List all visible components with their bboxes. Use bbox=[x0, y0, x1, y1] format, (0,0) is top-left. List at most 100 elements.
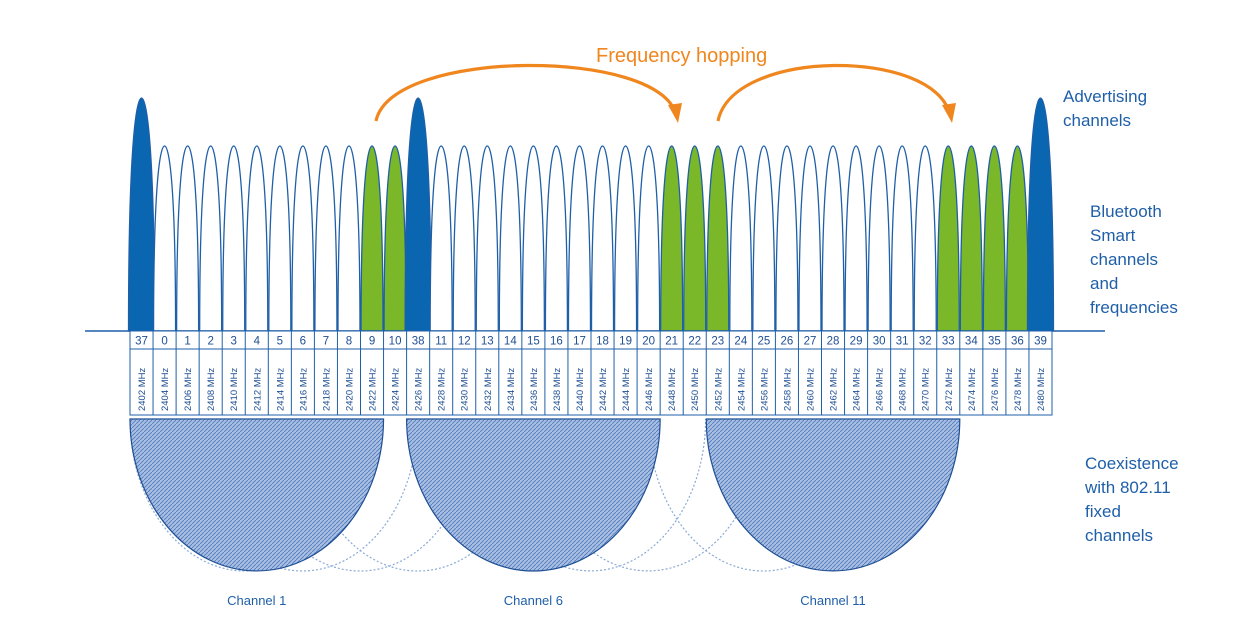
channel-number: 21 bbox=[665, 336, 678, 348]
channel-number: 9 bbox=[369, 336, 375, 348]
channel-number: 23 bbox=[711, 336, 724, 348]
bluetooth-smart-label: Bluetooth Smart channels and frequencies bbox=[1090, 202, 1178, 317]
channel-number: 10 bbox=[389, 336, 402, 348]
channel-frequency: 2426 MHz bbox=[414, 367, 425, 411]
data-channel-peak bbox=[729, 145, 753, 332]
channel-frequency: 2430 MHz bbox=[460, 367, 471, 411]
hopping-channel-peak bbox=[360, 145, 384, 332]
data-channel-peak bbox=[268, 145, 292, 332]
data-channel-peak bbox=[913, 145, 937, 332]
channel-frequency: 2434 MHz bbox=[506, 367, 517, 411]
data-channel-peak bbox=[890, 145, 914, 332]
data-channel-peak bbox=[798, 145, 822, 332]
wifi-channel-layer bbox=[129, 418, 961, 572]
bluetooth-peaks-layer bbox=[85, 97, 1105, 332]
channel-frequency: 2472 MHz bbox=[944, 367, 955, 411]
wifi-fixed-channel-3 bbox=[705, 418, 961, 572]
hopping-channel-peak bbox=[706, 145, 730, 332]
wifi-channel-label: Channel 11 bbox=[800, 593, 866, 608]
data-channel-peak bbox=[337, 145, 361, 332]
channel-number: 31 bbox=[896, 336, 909, 348]
data-channel-peak bbox=[245, 145, 269, 332]
channel-number: 11 bbox=[435, 336, 447, 348]
channel-frequency: 2440 MHz bbox=[575, 367, 586, 411]
channel-frequency: 2448 MHz bbox=[667, 367, 678, 411]
hopping-channel-peak bbox=[1005, 145, 1030, 332]
channel-frequency: 2404 MHz bbox=[160, 367, 171, 411]
hopping-channel-peak bbox=[660, 145, 684, 332]
data-channel-peak bbox=[199, 145, 223, 332]
wifi-fixed-channel-1 bbox=[129, 418, 385, 572]
data-channel-peak bbox=[452, 145, 476, 332]
channel-number: 14 bbox=[504, 336, 517, 348]
channel-number: 36 bbox=[1011, 336, 1024, 348]
channel-frequency: 2424 MHz bbox=[391, 367, 402, 411]
channel-frequency: 2454 MHz bbox=[736, 367, 747, 411]
advertising-channels-label: Advertising channels bbox=[1063, 87, 1148, 130]
channel-frequency: 2406 MHz bbox=[183, 367, 194, 411]
wifi-overlap-arc bbox=[187, 418, 419, 572]
data-channel-peak bbox=[314, 145, 338, 332]
channel-number: 26 bbox=[781, 336, 794, 348]
data-channel-peak bbox=[521, 145, 546, 332]
channel-frequency: 2412 MHz bbox=[252, 367, 263, 411]
advertising-channel-peak bbox=[404, 97, 432, 332]
channel-frequency: 2456 MHz bbox=[759, 367, 770, 411]
hopping-channel-peak bbox=[982, 145, 1007, 332]
data-channel-peak bbox=[567, 145, 592, 332]
hopping-channel-peak bbox=[683, 145, 707, 332]
channel-frequency: 2444 MHz bbox=[621, 367, 632, 411]
channel-number: 27 bbox=[804, 336, 817, 348]
channel-number: 24 bbox=[734, 336, 747, 348]
channel-number: 0 bbox=[161, 336, 167, 348]
channel-frequency: 2452 MHz bbox=[713, 367, 724, 411]
coexistence-label: Coexistence with 802.11 fixed channels bbox=[1085, 454, 1179, 545]
data-channel-peak bbox=[636, 145, 661, 332]
channel-frequency: 2470 MHz bbox=[921, 367, 932, 411]
channel-frequency: 2436 MHz bbox=[529, 367, 540, 411]
data-channel-peak bbox=[867, 145, 891, 332]
channel-number: 25 bbox=[757, 336, 770, 348]
channel-number: 8 bbox=[346, 336, 352, 348]
channel-number: 12 bbox=[458, 336, 471, 348]
channel-number: 38 bbox=[412, 336, 425, 348]
hopping-channel-peak bbox=[959, 145, 983, 332]
channel-number: 3 bbox=[231, 336, 237, 348]
channel-frequency: 2442 MHz bbox=[598, 367, 609, 411]
channel-frequency: 2418 MHz bbox=[321, 367, 332, 411]
channel-number: 30 bbox=[873, 336, 886, 348]
channel-frequency: 2462 MHz bbox=[829, 367, 840, 411]
channel-number: 34 bbox=[965, 336, 978, 348]
channel-number: 32 bbox=[919, 336, 932, 348]
hopping-arrows-layer bbox=[374, 63, 956, 123]
channel-number: 2 bbox=[207, 336, 213, 348]
hopping-channel-peak bbox=[383, 145, 407, 332]
data-channel-peak bbox=[175, 145, 200, 332]
channel-frequency: 2414 MHz bbox=[275, 367, 286, 411]
channel-number: 19 bbox=[619, 336, 632, 348]
advertising-channel-peak bbox=[1026, 97, 1055, 332]
channel-frequency: 2468 MHz bbox=[898, 367, 909, 411]
channel-frequency: 2466 MHz bbox=[875, 367, 886, 411]
channel-number: 13 bbox=[481, 336, 494, 348]
advertising-channel-peak bbox=[127, 97, 156, 332]
data-channel-peak bbox=[498, 145, 522, 332]
data-channel-peak bbox=[429, 145, 453, 332]
channel-frequency: 2432 MHz bbox=[483, 367, 494, 411]
channel-frequency: 2422 MHz bbox=[368, 367, 379, 411]
channel-frequency: 2464 MHz bbox=[852, 367, 863, 411]
channel-number: 16 bbox=[550, 336, 563, 348]
channel-number: 4 bbox=[254, 336, 261, 348]
data-channel-peak bbox=[821, 145, 845, 332]
data-channel-peak bbox=[544, 145, 569, 332]
channel-number: 28 bbox=[827, 336, 840, 348]
channel-number: 20 bbox=[642, 336, 655, 348]
channel-frequency: 2402 MHz bbox=[137, 367, 148, 411]
channel-number: 5 bbox=[277, 336, 283, 348]
channel-number: 29 bbox=[850, 336, 863, 348]
channel-frequency: 2450 MHz bbox=[690, 367, 701, 411]
hopping-channel-peak bbox=[936, 145, 960, 332]
frequency-hopping-title: Frequency hopping bbox=[596, 45, 768, 67]
